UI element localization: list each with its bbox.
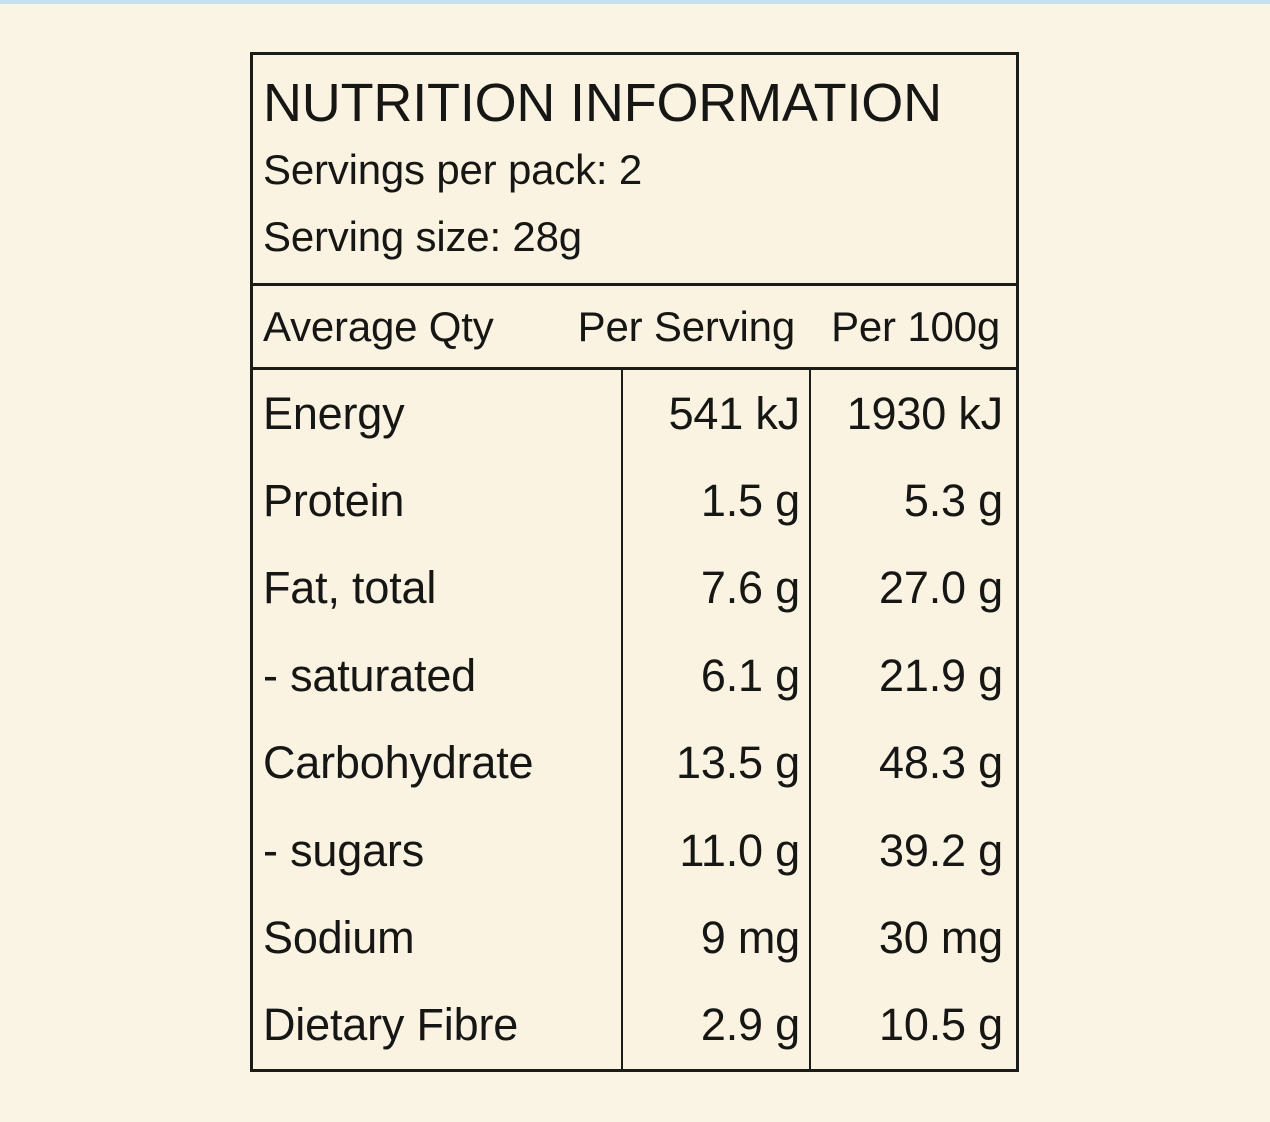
servings-per-pack-text: Servings per pack: 2 — [263, 146, 643, 194]
table-row: - sugars 11.0 g 39.2 g — [253, 806, 1016, 895]
nutrition-panel: NUTRITION INFORMATION Servings per pack:… — [250, 52, 1019, 1072]
per-serving-value: 1.5 g — [621, 457, 809, 545]
panel-title: NUTRITION INFORMATION — [263, 73, 942, 133]
per-100g-value: 27.0 g — [809, 544, 1016, 633]
table-row: Energy 541 kJ 1930 kJ — [253, 370, 1016, 458]
per-serving-value: 11.0 g — [621, 806, 809, 895]
nutrient-name: Fat, total — [263, 562, 437, 614]
nutrient-table-body: Energy 541 kJ 1930 kJ Protein 1.5 g 5.3 … — [253, 370, 1016, 1069]
per-serving-value: 2.9 g — [621, 981, 809, 1069]
column-header-per-100g: Per 100g — [831, 302, 1000, 350]
per-serving-value: 9 mg — [621, 894, 809, 982]
nutrient-name: Sodium — [263, 911, 415, 963]
nutrient-name: - sugars — [263, 824, 425, 876]
top-edge-strip — [0, 0, 1270, 4]
column-header-per-serving: Per Serving — [577, 302, 796, 350]
per-100g-value: 21.9 g — [809, 632, 1016, 720]
per-100g-value: 10.5 g — [809, 981, 1016, 1069]
table-row: Protein 1.5 g 5.3 g — [253, 457, 1016, 545]
per-serving-value: 6.1 g — [621, 632, 809, 720]
per-serving-value: 541 kJ — [621, 370, 809, 458]
per-100g-value: 5.3 g — [809, 457, 1016, 545]
nutrient-name: Dietary Fibre — [263, 999, 519, 1051]
table-row: Fat, total 7.6 g 27.0 g — [253, 544, 1016, 633]
serving-size-text: Serving size: 28g — [263, 212, 582, 260]
table-row: Sodium 9 mg 30 mg — [253, 894, 1016, 982]
table-row: - saturated 6.1 g 21.9 g — [253, 632, 1016, 720]
nutrient-name: Energy — [263, 387, 405, 439]
nutrient-name: Carbohydrate — [263, 737, 534, 789]
per-100g-value: 39.2 g — [809, 806, 1016, 895]
table-row: Carbohydrate 13.5 g 48.3 g — [253, 719, 1016, 807]
nutrient-name: - saturated — [263, 649, 477, 701]
column-header-row: Average Qty Per Serving Per 100g — [253, 286, 1016, 370]
per-serving-value: 7.6 g — [621, 544, 809, 633]
label-header-section: NUTRITION INFORMATION Servings per pack:… — [253, 55, 1016, 286]
table-row: Dietary Fibre 2.9 g 10.5 g — [253, 981, 1016, 1069]
nutrient-name: Protein — [263, 475, 405, 527]
per-100g-value: 1930 kJ — [809, 370, 1016, 458]
per-100g-value: 30 mg — [809, 894, 1016, 982]
per-serving-value: 13.5 g — [621, 719, 809, 807]
column-header-average-qty: Average Qty — [263, 302, 494, 350]
per-100g-value: 48.3 g — [809, 719, 1016, 807]
